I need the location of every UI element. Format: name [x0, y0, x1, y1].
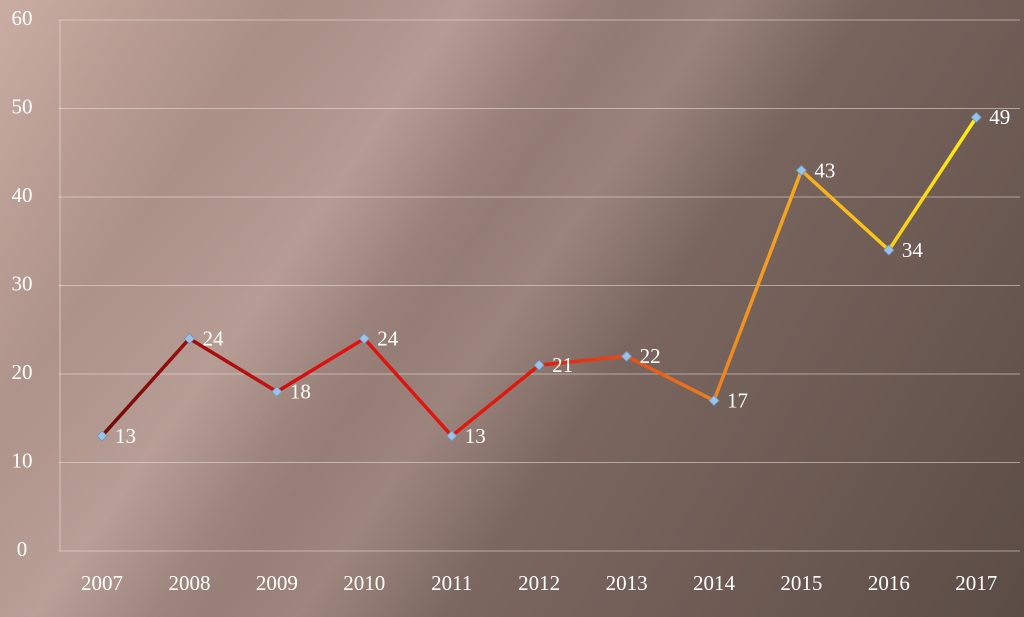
data-label: 24 — [377, 326, 399, 350]
data-label: 18 — [290, 380, 311, 404]
y-tick-label: 50 — [12, 94, 33, 118]
marker — [271, 386, 283, 398]
data-label: 34 — [902, 238, 924, 262]
data-label: 13 — [465, 424, 486, 448]
y-tick-label: 0 — [17, 537, 28, 561]
marker — [358, 333, 370, 345]
marker — [970, 111, 982, 123]
x-tick-label: 2011 — [431, 571, 472, 595]
marker — [708, 394, 720, 407]
y-tick-label: 30 — [12, 271, 33, 295]
x-tick-label: 2017 — [955, 571, 997, 595]
x-tick-label: 2013 — [606, 571, 648, 595]
data-label: 49 — [989, 105, 1010, 129]
data-label: 17 — [727, 388, 748, 412]
x-tick-label: 2014 — [693, 571, 736, 595]
marker — [96, 430, 108, 442]
y-tick-label: 20 — [12, 360, 33, 384]
data-label: 43 — [814, 158, 835, 182]
x-tick-label: 2007 — [81, 571, 123, 595]
x-tick-label: 2009 — [256, 571, 298, 595]
x-tick-label: 2016 — [868, 571, 910, 595]
y-tick-label: 10 — [12, 448, 33, 472]
y-tick-label: 60 — [12, 6, 33, 30]
x-tick-label: 2008 — [168, 571, 210, 595]
marker — [183, 333, 196, 345]
marker — [883, 244, 895, 256]
data-label: 21 — [552, 353, 573, 377]
data-label: 22 — [640, 344, 661, 368]
x-tick-label: 2012 — [518, 571, 560, 595]
data-label: 24 — [202, 326, 224, 350]
y-tick-label: 40 — [12, 183, 33, 207]
data-label: 13 — [115, 424, 136, 448]
marker — [621, 350, 633, 362]
line — [100, 116, 978, 438]
marker — [446, 430, 458, 442]
x-tick-label: 2010 — [343, 571, 385, 595]
marker — [533, 359, 545, 371]
x-tick-label: 2015 — [780, 571, 822, 595]
marker — [795, 164, 807, 177]
